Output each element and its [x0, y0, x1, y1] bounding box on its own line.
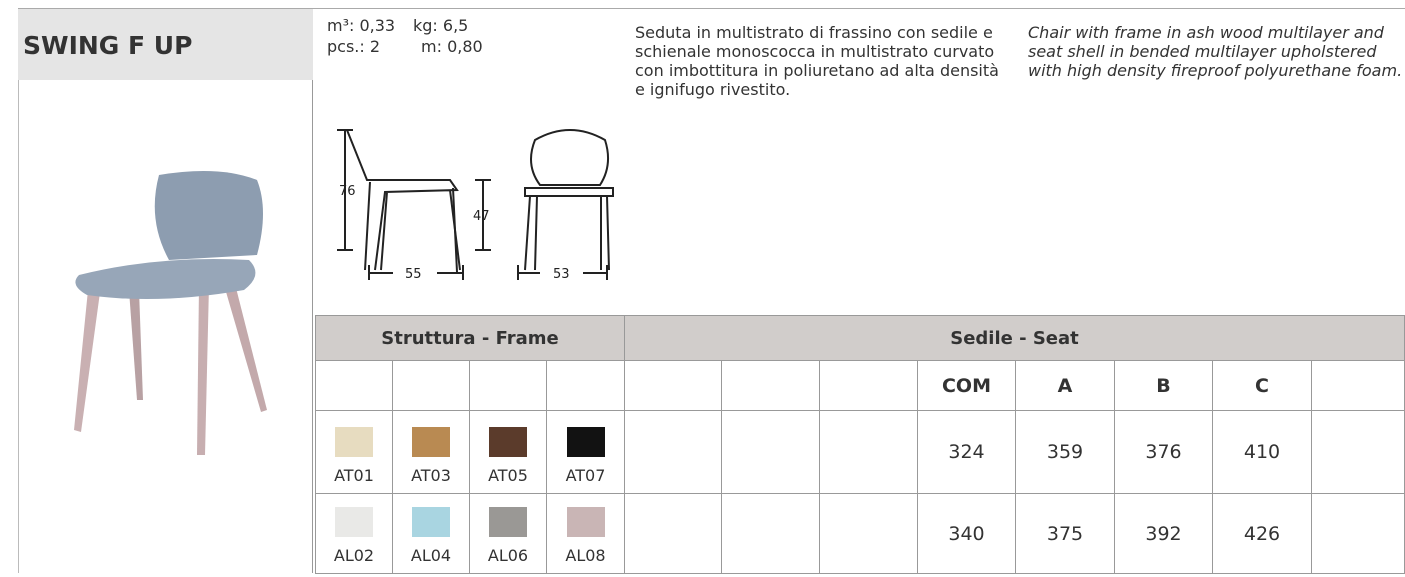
dimension-drawing: 76 47 55 53 [337, 129, 614, 282]
finish-cell: AL04 [392, 493, 470, 574]
price: 426 [1212, 493, 1312, 574]
product-image [18, 80, 313, 573]
finish-code: AT03 [411, 466, 451, 485]
finish-cell: AT05 [469, 410, 547, 494]
header-cell: Sedile - Seat [624, 315, 1405, 361]
swatch [489, 507, 527, 537]
empty-cell [819, 493, 918, 574]
price: 340 [917, 493, 1016, 574]
empty-cell [624, 410, 722, 494]
price: 375 [1015, 493, 1115, 574]
empty-cell [721, 493, 820, 574]
empty-cell [392, 360, 470, 411]
finish-code: AL04 [410, 546, 452, 565]
spec: pcs.: 2 [327, 37, 381, 56]
finish-code: AL02 [333, 546, 375, 565]
finish-code: AL06 [487, 546, 529, 565]
empty-cell [1311, 493, 1405, 574]
swatch [335, 507, 373, 537]
spec: m³: 0,33 [327, 16, 396, 35]
columns-row: COM A B C [315, 360, 1405, 411]
finish-cell: AL06 [469, 493, 547, 574]
swatch [335, 427, 373, 457]
column-header: C [1212, 360, 1312, 411]
empty-cell [624, 493, 722, 574]
table-body: Struttura - Frame Sedile - Seat COM A B C A… [315, 315, 1405, 574]
finish-cell: AT01 [315, 410, 393, 494]
finish-cell: AL02 [315, 493, 393, 574]
description-en: Chair with frame in ash wood multilayer … [1028, 23, 1403, 80]
spec: kg: 6,5 [413, 16, 469, 35]
finish-cell: AT07 [546, 410, 625, 494]
finish-cell: AT03 [392, 410, 470, 494]
chair-photo [74, 171, 267, 455]
price: 324 [917, 410, 1016, 494]
description-it: Seduta in multistrato di frassino con se… [635, 23, 999, 99]
finish-code: AT01 [334, 466, 374, 485]
finish-code: AT07 [565, 466, 606, 485]
swatch [566, 507, 605, 537]
column-header: B [1114, 360, 1213, 411]
empty-cell [819, 360, 918, 411]
price: 392 [1114, 493, 1213, 574]
empty-cell [1311, 410, 1405, 494]
finish-cell: AL08 [546, 493, 625, 574]
empty-cell [1311, 360, 1405, 411]
divider [313, 8, 1405, 9]
title-box: SWING F UP [18, 8, 313, 80]
empty-cell [721, 410, 820, 494]
dimension-label: 55 [405, 267, 422, 282]
dimension-label: 53 [553, 267, 570, 282]
empty-cell [624, 360, 722, 411]
header-cell: Struttura - Frame [315, 315, 625, 361]
finish-code: AL08 [565, 546, 606, 565]
swatch [566, 427, 605, 457]
dimension-label: 47 [473, 209, 490, 224]
column-header: A [1015, 360, 1115, 411]
header-row: Struttura - Frame Sedile - Seat [315, 315, 1405, 361]
column-header: COM [917, 360, 1016, 411]
empty-cell [721, 360, 820, 411]
swatch [412, 427, 450, 457]
price-row: AL02 AL04 AL06 AL08 340 375 392 426 [315, 493, 1405, 574]
price: 376 [1114, 410, 1213, 494]
finish-code: AT05 [488, 466, 528, 485]
swatch [412, 507, 450, 537]
empty-cell [315, 360, 393, 411]
product-title: SWING F UP [23, 31, 193, 60]
empty-cell [546, 360, 625, 411]
swatch [489, 427, 527, 457]
price-row: AT01 AT03 AT05 AT07 324 359 376 410 [315, 410, 1405, 494]
price: 359 [1015, 410, 1115, 494]
empty-cell [469, 360, 547, 411]
empty-cell [819, 410, 918, 494]
dimension-label: 76 [339, 184, 356, 199]
price: 410 [1212, 410, 1312, 494]
price-table: Struttura - Frame Sedile - Seat COM A B C A… [315, 315, 1405, 574]
spec: m: 0,80 [421, 37, 483, 56]
